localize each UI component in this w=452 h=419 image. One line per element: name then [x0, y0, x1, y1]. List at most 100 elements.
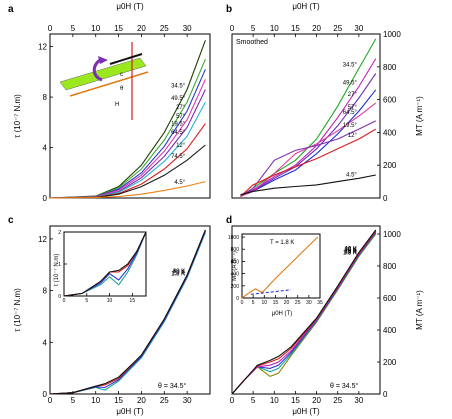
- panel-d-series-label: 30 K: [345, 247, 357, 253]
- panel-b-ytick-label: 1000: [383, 30, 401, 39]
- panel-a-series-label: 49.5°: [171, 96, 186, 102]
- panel-d-inset-ytick-label: 800: [231, 247, 240, 253]
- panel-a-series-label: 27°: [176, 105, 186, 111]
- panel-c-xtick-label: 15: [114, 396, 123, 405]
- angle-theta-label: θ: [120, 86, 124, 92]
- panel-d-xtick-label: 30: [354, 396, 363, 405]
- panel-c-inset-series-3: [63, 231, 147, 297]
- panel-a-series-8: [49, 181, 206, 199]
- panel-a-xtick-label: 20: [137, 24, 146, 33]
- panel-c-ylabel: τ (10⁻⁷ N.m): [13, 288, 22, 332]
- panel-a-xtick-label: 15: [114, 24, 123, 33]
- panel-b-series-label: 64.5°: [343, 110, 358, 116]
- panel-a-series-label: 12°: [176, 143, 186, 149]
- panel-b-series-label: 57°: [348, 105, 358, 111]
- panel-b-series-4: [240, 102, 377, 197]
- panel-c-inset-xtick-label: 0: [63, 298, 66, 304]
- panel-a-ytick-label: 0: [43, 194, 48, 203]
- rotation-arrow-icon: [92, 58, 103, 82]
- panel-c-inset-xtick-label: 5: [85, 298, 88, 304]
- chart-marks: 0 5 10 15 20 25 30 0 4 8 12 34.5° 49.5° 27° 57° 19.5° 64…: [38, 24, 401, 405]
- panel-d-ytick-label: 800: [383, 262, 397, 271]
- panel-b-ytick-label: 600: [383, 96, 397, 105]
- panel-d-series-label: 25 K: [345, 248, 357, 254]
- panel-c-inset-series-2: [63, 231, 147, 297]
- panel-d-inset-ytick-label: 400: [231, 272, 240, 278]
- panel-c-series-label: 30 K: [173, 269, 185, 275]
- panel-c-inset-series-0: [63, 231, 147, 297]
- panel-b-xtick-label: 5: [251, 24, 256, 33]
- panel-b-series-6: [240, 128, 377, 197]
- panel-b-series-7: [240, 174, 376, 196]
- panel-b-ylabel: MT (A m⁻¹): [415, 96, 424, 136]
- field-H-label: H: [115, 102, 119, 108]
- panel-c-xtick-label: 30: [183, 396, 192, 405]
- panel-a-xtick-label: 10: [91, 24, 100, 33]
- panel-d-ytick-label: 400: [383, 326, 397, 335]
- panel-b-top-xlabel: μ0H (T): [292, 2, 320, 11]
- panel-d-inset-xtick-label: 30: [306, 300, 312, 306]
- panel-a-frame: [49, 33, 211, 199]
- panel-c-series-label: 20 K: [173, 270, 185, 276]
- panel-d-inset-xtick-label: 35: [317, 300, 323, 306]
- panel-b-xtick-label: 20: [312, 24, 321, 33]
- panel-d-xtick-label: 5: [251, 396, 256, 405]
- panel-b-series-label: 49.5°: [343, 80, 358, 86]
- panel-d-series-label: 20 K: [345, 249, 357, 255]
- panel-b-series-label: 19.5°: [343, 123, 358, 129]
- panel-c-inset-xtick-label: 15: [130, 298, 136, 304]
- panel-c-xtick-label: 0: [48, 396, 53, 405]
- panel-d-frame: [231, 225, 381, 395]
- panel-b-series-label: 34.5°: [343, 62, 358, 68]
- panel-a-series-label: 64.5°: [171, 130, 186, 136]
- panel-d-inset-xtick-label: 20: [284, 300, 290, 306]
- panel-b-smoothed-label: Smoothed: [236, 39, 268, 46]
- panel-d-inset-frame: [241, 233, 321, 299]
- panel-d-series-5: [231, 229, 377, 395]
- panel-b-series-label: 4.5°: [346, 172, 357, 178]
- panel-d-xlabel: μ0H (T): [292, 407, 320, 416]
- panel-c-xtick-label: 25: [160, 396, 169, 405]
- panel-d-ytick-label: 0: [383, 390, 388, 399]
- panel-label-b: b: [226, 4, 232, 15]
- panel-d-inset-temp-label: T = 1.8 K: [270, 240, 294, 246]
- panel-a-ytick-label: 4: [43, 144, 48, 153]
- crystal-sample: [59, 57, 147, 91]
- panel-d-inset-xlabel: μ0H (T): [272, 311, 292, 317]
- panel-b-series-3: [240, 89, 377, 197]
- panel-c-series-label: 40 K: [173, 269, 185, 275]
- panel-a-top-xlabel: μ0H (T): [116, 2, 144, 11]
- panel-d-series-label: 15 K: [345, 250, 357, 256]
- panel-b-ytick-label: 200: [383, 161, 397, 170]
- panel-c-inset-xtick-label: 10: [107, 298, 113, 304]
- panel-d-inset-xtick-label: 0: [241, 300, 244, 306]
- panel-d-series-label: 1.8 K: [343, 250, 357, 256]
- panel-b-ytick-label: 800: [383, 63, 397, 72]
- panel-b-ytick-label: 400: [383, 128, 397, 137]
- panel-c-xlabel: μ0H (T): [116, 407, 144, 416]
- panel-c-theta-label: θ = 34.5°: [158, 382, 186, 390]
- panel-d-inset-xtick-label: 25: [295, 300, 301, 306]
- panel-d-ytick-label: 600: [383, 294, 397, 303]
- panel-d-series-label: 40 K: [345, 246, 357, 252]
- panel-a-sample-diagram: θ c H: [59, 42, 149, 120]
- panel-d-inset-xtick-label: 10: [262, 300, 268, 306]
- panel-a-series-label: 4.5°: [174, 180, 185, 186]
- cantilever: [69, 71, 149, 97]
- panel-label-d: d: [226, 215, 232, 226]
- panel-c-inset-frame: [63, 231, 147, 297]
- panel-a-ytick-label: 12: [38, 43, 47, 52]
- panel-d-inset-ytick-label: 1000: [228, 235, 239, 241]
- panel-a-series-label: 74.5°: [171, 154, 186, 160]
- panel-c-inset-ylabel: τ (10⁻⁷ N.m): [53, 254, 60, 287]
- panel-d-ytick-label: 200: [383, 358, 397, 367]
- panel-c-inset-ytick-label: 0: [58, 294, 61, 300]
- panel-c-ytick-label: 4: [43, 338, 48, 347]
- panel-d-inset-xtick-label: 5: [252, 300, 255, 306]
- panel-c-ytick-label: 8: [43, 287, 48, 296]
- panel-d-ytick-label: 1000: [383, 230, 401, 239]
- panel-label-a: a: [8, 4, 14, 15]
- panel-d-inset-ylabel: MT (A m⁻¹): [232, 251, 238, 281]
- panel-b-xtick-label: 15: [291, 24, 300, 33]
